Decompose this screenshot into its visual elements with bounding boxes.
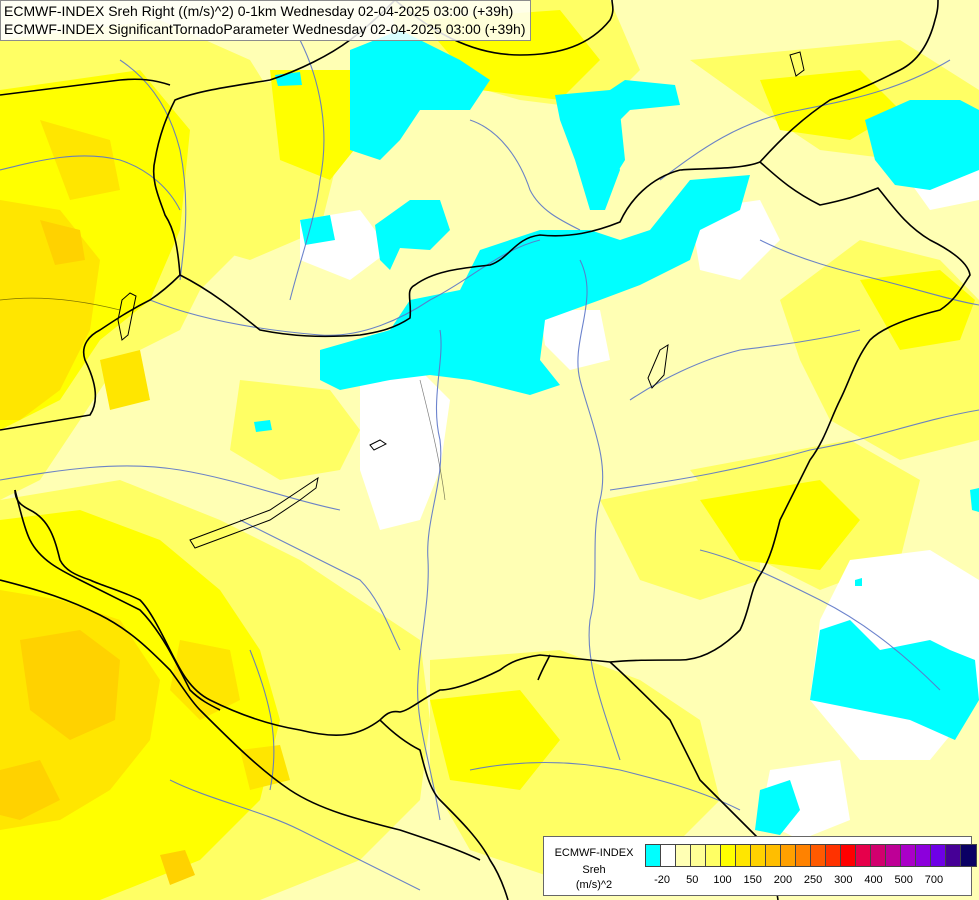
legend-tick-label: 400 <box>864 874 883 886</box>
legend-swatch <box>871 845 886 866</box>
map-title-box: ECMWF-INDEX Sreh Right ((m/s)^2) 0-1km W… <box>0 0 531 41</box>
color-legend: ECMWF-INDEX Sreh (m/s)^2 -20 50 100 150 200 2… <box>543 836 977 896</box>
legend-swatch <box>931 845 946 866</box>
legend-swatch <box>901 845 916 866</box>
field-cyan <box>254 30 979 835</box>
legend-colorbar <box>645 844 977 867</box>
region-lines <box>0 297 446 501</box>
border-slovenia-croatia <box>0 579 201 711</box>
lake-neusiedl <box>117 292 137 341</box>
legend-model: ECMWF-INDEX <box>554 847 634 859</box>
legend-variable: Sreh <box>582 864 606 876</box>
legend-swatch <box>721 845 736 866</box>
lake-small-2 <box>647 344 669 389</box>
legend-tick-label: 200 <box>773 874 793 886</box>
map-title-line1: ECMWF-INDEX Sreh Right ((m/s)^2) 0-1km W… <box>4 3 514 19</box>
legend-swatch <box>691 845 706 866</box>
lake-balaton <box>189 476 319 549</box>
legend-swatch <box>751 845 766 866</box>
border-croatia-bosnia <box>199 709 481 861</box>
legend-swatch <box>886 845 901 866</box>
lake-small-1 <box>369 439 387 451</box>
lakes <box>117 51 805 549</box>
legend-tick-label: 50 <box>686 874 699 886</box>
border-croatia <box>14 489 221 711</box>
legend-tick-label: 250 <box>803 874 823 886</box>
lake-small-3 <box>789 51 805 77</box>
legend-swatch <box>661 845 676 866</box>
legend-swatch <box>916 845 931 866</box>
legend-swatch <box>826 845 841 866</box>
legend-tick-label: 150 <box>743 874 762 886</box>
legend-swatch <box>961 845 976 866</box>
legend-tick-label: 100 <box>713 874 732 886</box>
legend-swatch <box>646 845 661 866</box>
legend-swatch <box>736 845 751 866</box>
border-serbia <box>379 719 509 900</box>
legend-swatch <box>796 845 811 866</box>
legend-tick-label: 700 <box>924 874 944 886</box>
legend-tick-label: 300 <box>834 874 853 886</box>
legend-unit: (m/s)^2 <box>575 879 613 891</box>
legend-swatch <box>766 845 781 866</box>
border-misc-1 <box>0 78 171 96</box>
border-austria-slovenia <box>0 274 181 431</box>
legend-swatch <box>841 845 856 866</box>
legend-swatch <box>706 845 721 866</box>
legend-swatch <box>676 845 691 866</box>
map-title-line2: ECMWF-INDEX SignificantTornadoParameter … <box>4 21 526 37</box>
legend-swatch <box>856 845 871 866</box>
legend-tick-label: -20 <box>654 874 671 886</box>
border-slovakia-ukraine <box>759 0 939 163</box>
legend-tick-label: 500 <box>894 874 913 886</box>
border-hungary <box>14 161 971 736</box>
rivers <box>0 39 979 891</box>
legend-swatch <box>781 845 796 866</box>
legend-swatch <box>946 845 961 866</box>
field-orange <box>0 220 195 885</box>
border-misc-2 <box>537 654 551 681</box>
legend-swatch <box>811 845 826 866</box>
